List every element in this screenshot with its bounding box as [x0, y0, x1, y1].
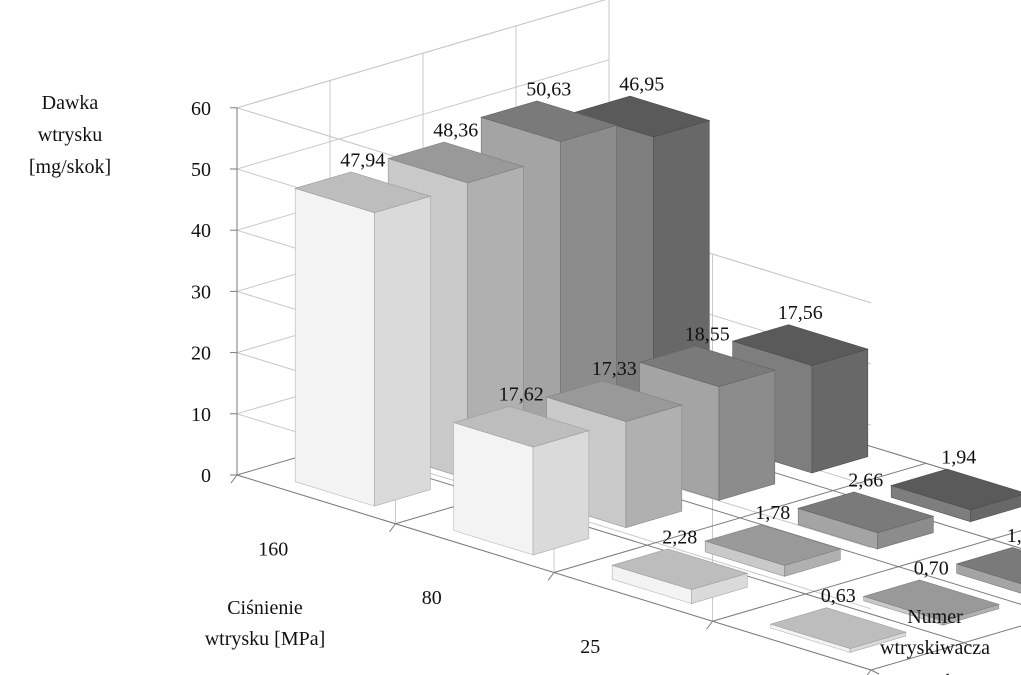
data-label: 17,56 — [778, 302, 823, 324]
data-label: 50,63 — [526, 78, 571, 100]
bar-front-face — [374, 195, 431, 507]
chart-data-labels: 46,9517,5650,631,9418,5548,361,342,6617,… — [340, 73, 1021, 607]
injector-axis-title: Numer wtryskiwacza — [880, 606, 990, 659]
data-label: 1,55 — [1007, 525, 1021, 547]
bar-top-face — [387, 141, 525, 184]
bar-top-face — [611, 548, 749, 590]
value-tick-label: 60 — [191, 98, 211, 120]
bar-top-face — [704, 524, 842, 566]
data-label: 48,36 — [433, 119, 478, 141]
data-label: 2,28 — [662, 526, 697, 548]
floor-gridline — [329, 447, 965, 644]
bar-top-face — [452, 405, 590, 448]
bar-p4-injector-2 — [862, 579, 1000, 626]
pressure-tick-mark — [230, 474, 238, 484]
bar-top-face — [480, 100, 618, 142]
bar-top-face — [731, 324, 869, 366]
value-tick-label: 40 — [191, 220, 211, 242]
floor-gridline — [870, 625, 1021, 671]
injector-tick-mark — [963, 642, 973, 648]
bar-front-face — [811, 348, 869, 474]
bar-front-face — [532, 430, 590, 556]
pressure-axis-title: Ciśnienie wtrysku [MPa] — [205, 597, 326, 650]
bar-side-face — [956, 563, 1021, 594]
pressure-tick-label: 25 — [580, 636, 600, 658]
bar-top-face — [294, 171, 432, 214]
data-label: 18,55 — [685, 323, 730, 345]
pressure-tick-mark — [706, 620, 713, 630]
data-label: 17,33 — [592, 358, 637, 380]
data-label: 46,95 — [619, 73, 664, 95]
bar-top-face — [545, 380, 683, 422]
bar-p4-injector-1 — [769, 607, 907, 653]
bar-top-face — [769, 607, 907, 649]
pressure-tick-mark — [866, 669, 872, 675]
value-tick-label: 30 — [191, 281, 211, 303]
pressure-tick-label: 160 — [258, 538, 288, 560]
value-tick-label: 20 — [191, 343, 211, 365]
pressure-tick-mark — [547, 572, 555, 581]
value-tick-label: 10 — [191, 404, 211, 426]
bar-top-face — [573, 95, 711, 138]
chart-tick-labels: 01020304050601608025801234 — [191, 98, 953, 675]
data-label: 47,94 — [340, 149, 385, 171]
data-label: 1,78 — [755, 502, 790, 524]
bar-front-face — [625, 404, 683, 529]
bar-p1-injector-1 — [294, 171, 432, 507]
bar-p3-injector-1 — [611, 548, 749, 605]
injector-tick-label: 1 — [943, 669, 953, 675]
bar-p3-injector-2 — [704, 524, 842, 577]
chart-axis-titles: Dawka wtrysku [mg/skok] Ciśnienie wtrysku [M… — [29, 92, 990, 659]
pressure-tick-label: 80 — [422, 587, 442, 609]
bar-top-face — [890, 468, 1021, 511]
bar-front-face — [718, 369, 776, 501]
data-label: 0,70 — [914, 557, 949, 579]
value-tick-label: 50 — [191, 159, 211, 181]
bar-p2-injector-1 — [452, 405, 590, 556]
value-tick-label: 0 — [201, 465, 211, 487]
bar-front-face — [970, 494, 1021, 523]
pressure-tick-mark — [389, 523, 396, 533]
data-label: 0,63 — [821, 585, 856, 607]
data-label: 2,66 — [848, 469, 883, 491]
bar-top-face — [797, 491, 935, 534]
bar-side-face — [294, 187, 375, 507]
data-label: 1,94 — [941, 446, 976, 468]
bar-p4-injector-3 — [955, 547, 1021, 594]
bar-top-face — [955, 547, 1021, 584]
bar-top-face — [862, 579, 1000, 622]
bar-top-face — [638, 345, 776, 388]
bar-p3-injector-4 — [890, 468, 1021, 523]
bar-p3-injector-3 — [797, 491, 935, 550]
data-label: 17,62 — [499, 384, 544, 406]
injector-tick-mark — [870, 669, 880, 675]
value-axis-title: Dawka wtrysku [mg/skok] — [29, 92, 111, 178]
chart-bars — [294, 95, 1021, 653]
